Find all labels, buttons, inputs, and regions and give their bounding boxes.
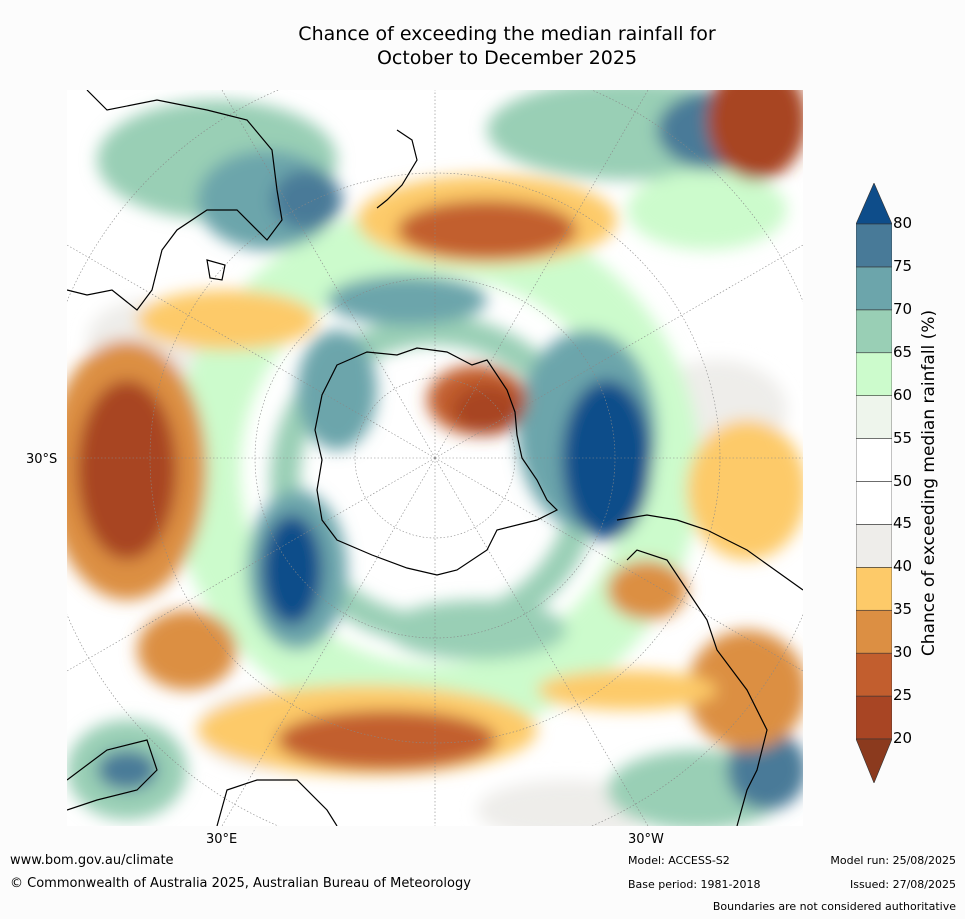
colorbar-segment — [855, 309, 893, 354]
lat-label-30s: 30°S — [26, 452, 58, 467]
copyright: © Commonwealth of Australia 2025, Austra… — [10, 876, 471, 891]
title-line-2: October to December 2025 — [376, 47, 638, 69]
colorbar-segment — [855, 481, 893, 525]
colorbar-title: Chance of exceeding median rainfall (%) — [919, 309, 939, 657]
colorbar-tick-label: 60 — [893, 385, 913, 404]
source-url[interactable]: www.bom.gov.au/climate — [10, 853, 174, 868]
lon-label-30w: 30°W — [628, 832, 664, 847]
graticule — [67, 90, 803, 826]
colorbar-segment — [855, 652, 893, 697]
colorbar-segment — [855, 438, 893, 482]
issued-date: Issued: 27/08/2025 — [849, 878, 956, 891]
colorbar-tick-label: 55 — [893, 428, 913, 447]
colorbar-tick-label: 65 — [893, 342, 913, 361]
colorbar-tick-label: 20 — [893, 729, 913, 747]
colorbar-segment — [855, 352, 893, 396]
colorbar-tick-label: 45 — [893, 514, 913, 533]
lon-label-30e: 30°E — [206, 832, 238, 847]
colorbar-segment — [855, 695, 893, 740]
colorbar-tick-label: 70 — [893, 299, 913, 318]
base-period: Base period: 1981-2018 — [628, 878, 761, 891]
colorbar-tick-label: 50 — [893, 471, 913, 490]
colorbar-segment — [855, 395, 893, 439]
colorbar-tick-label: 30 — [893, 643, 913, 662]
colorbar-segment — [855, 609, 893, 654]
colorbar-tick-label: 80 — [893, 214, 913, 232]
colorbar-tick-label: 40 — [893, 557, 913, 576]
chart-title: Chance of exceeding the median rainfall … — [200, 22, 814, 70]
colorbar — [855, 182, 893, 784]
disclaimer: Boundaries are not considered authoritat… — [712, 900, 956, 913]
map-svg — [67, 90, 803, 826]
colorbar-segment — [855, 524, 893, 568]
colorbar-arrow-max — [855, 182, 893, 225]
model-name: Model: ACCESS-S2 — [628, 854, 730, 867]
colorbar-segment — [855, 567, 893, 611]
model-run: Model run: 25/08/2025 — [830, 854, 956, 867]
colorbar-segment — [855, 223, 893, 268]
colorbar-tick-label: 35 — [893, 600, 913, 619]
colorbar-arrow-min — [855, 738, 893, 784]
colorbar-tick-label: 75 — [893, 256, 913, 275]
colorbar-tick-label: 25 — [893, 686, 913, 705]
colorbar-svg — [855, 182, 893, 784]
rainfall-map — [67, 90, 803, 826]
coastlines — [67, 90, 803, 826]
colorbar-segment — [855, 266, 893, 311]
title-line-1: Chance of exceeding the median rainfall … — [298, 23, 716, 45]
